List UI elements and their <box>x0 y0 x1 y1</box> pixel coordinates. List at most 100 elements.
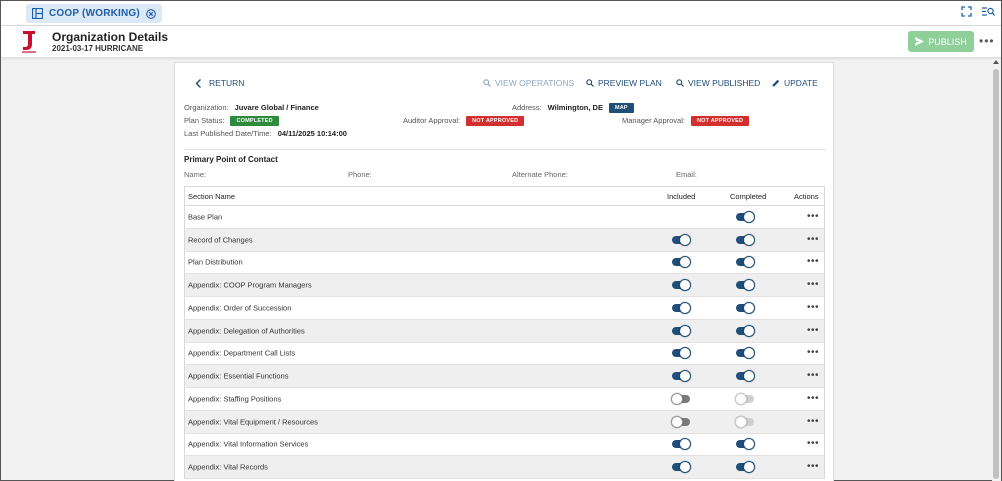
included-toggle[interactable] <box>671 301 691 314</box>
publish-button[interactable]: PUBLISH <box>908 31 974 52</box>
completed-toggle[interactable] <box>735 301 755 314</box>
address-label: Address: <box>512 103 542 112</box>
poc-alt-phone-label: Alternate Phone: <box>512 170 568 179</box>
row-more-icon[interactable]: ••• <box>807 438 820 450</box>
organization-label: Organization: <box>184 103 229 112</box>
row-more-icon[interactable]: ••• <box>807 392 820 404</box>
header-completed: Completed <box>730 191 767 201</box>
row-more-icon[interactable]: ••• <box>807 301 820 313</box>
completed-toggle <box>735 392 755 405</box>
included-toggle[interactable] <box>671 392 691 405</box>
top-bar: COOP (WORKING) <box>1 1 1001 26</box>
row-more-icon[interactable]: ••• <box>807 415 820 427</box>
section-name: Appendix: Delegation of Authorities <box>188 326 305 336</box>
manager-approval-label: Manager Approval: <box>622 116 685 125</box>
return-label: RETURN <box>209 78 245 88</box>
included-toggle[interactable] <box>671 347 691 360</box>
table-row: Base Plan ••• <box>185 206 824 229</box>
last-published-label: Last Published Date/Time: <box>184 129 272 138</box>
poc-title: Primary Point of Contact <box>184 155 278 164</box>
section-name: Appendix: Department Call Lists <box>188 348 296 358</box>
auditor-approval-badge: NOT APPROVED <box>466 116 525 127</box>
manager-approval-badge: NOT APPROVED <box>690 116 750 127</box>
section-name: Appendix: Vital Information Services <box>188 439 309 449</box>
auditor-approval-label: Auditor Approval: <box>403 116 461 125</box>
sections-table: Section Name Included Completed Actions … <box>184 186 825 479</box>
row-more-icon[interactable]: ••• <box>807 233 820 245</box>
pencil-icon <box>772 79 780 87</box>
view-published-label: VIEW PUBLISHED <box>688 78 761 88</box>
plan-status-info: Plan Status: COMPLETED <box>184 116 279 127</box>
table-body: Base Plan ••• Record of Changes ••• Plan Dis… <box>185 206 824 479</box>
table-row: Appendix: Essential Functions ••• <box>185 365 824 388</box>
completed-toggle[interactable] <box>735 461 755 474</box>
tab-label: COOP (WORKING) <box>49 8 140 19</box>
completed-toggle[interactable] <box>735 210 755 223</box>
table-row: Plan Distribution ••• <box>185 251 824 275</box>
action-bar: RETURN VIEW OPERATIONS PREVIEW PLAN VIEW… <box>175 78 833 92</box>
page-title: Organization Details <box>52 30 169 44</box>
completed-toggle[interactable] <box>735 279 755 292</box>
table-row: Appendix: Order of Succession ••• <box>185 297 824 320</box>
header-included: Included <box>667 191 696 201</box>
completed-toggle[interactable] <box>735 370 755 383</box>
view-published-button[interactable]: VIEW PUBLISHED <box>676 78 760 88</box>
address-value: Wilmington, DE <box>547 103 603 112</box>
update-label: UPDATE <box>784 78 818 88</box>
completed-toggle[interactable] <box>735 233 755 246</box>
search-icon <box>586 79 594 87</box>
close-circle-icon[interactable] <box>146 8 156 19</box>
last-published-info: Last Published Date/Time: 04/11/2025 10:1… <box>184 129 347 138</box>
row-more-icon[interactable]: ••• <box>807 324 820 336</box>
section-name: Appendix: Essential Functions <box>188 371 289 381</box>
row-more-icon[interactable]: ••• <box>807 279 820 291</box>
table-row: Appendix: Vital Equipment / Resources ••• <box>185 410 824 434</box>
included-toggle[interactable] <box>671 256 691 269</box>
included-toggle[interactable] <box>671 324 691 337</box>
view-operations-button[interactable]: VIEW OPERATIONS <box>483 78 574 88</box>
included-toggle[interactable] <box>671 438 691 451</box>
header-actions: Actions <box>794 191 819 201</box>
included-toggle[interactable] <box>671 279 691 292</box>
table-row: Appendix: COOP Program Managers ••• <box>185 274 824 297</box>
row-more-icon[interactable]: ••• <box>807 256 820 268</box>
table-row: Appendix: Staffing Positions ••• <box>185 388 824 411</box>
search-icon <box>483 79 491 87</box>
completed-toggle[interactable] <box>735 324 755 337</box>
included-toggle[interactable] <box>671 233 691 246</box>
table-row: Appendix: Delegation of Authorities ••• <box>185 319 824 343</box>
map-button[interactable]: MAP <box>608 103 634 114</box>
row-more-icon[interactable]: ••• <box>807 461 820 473</box>
page-subtitle: 2021-03-17 HURRICANE <box>52 44 144 53</box>
preview-plan-button[interactable]: PREVIEW PLAN <box>586 78 662 88</box>
scroll-up-arrow-icon[interactable] <box>993 60 999 64</box>
address-info: Address: Wilmington, DE MAP <box>512 103 634 114</box>
included-toggle[interactable] <box>671 370 691 383</box>
page-header: Organization Details 2021-03-17 HURRICAN… <box>1 26 1001 58</box>
update-button[interactable]: UPDATE <box>772 78 818 88</box>
row-more-icon[interactable]: ••• <box>807 370 820 382</box>
return-button[interactable]: RETURN <box>195 78 244 88</box>
more-options-icon[interactable]: ••• <box>979 34 995 48</box>
scrollbar-thumb[interactable] <box>993 69 999 479</box>
fullscreen-icon[interactable] <box>961 6 972 17</box>
completed-toggle[interactable] <box>735 438 755 451</box>
included-toggle[interactable] <box>671 415 691 428</box>
completed-toggle <box>735 415 755 428</box>
completed-toggle[interactable] <box>735 256 755 269</box>
row-more-icon[interactable]: ••• <box>807 347 820 359</box>
row-more-icon[interactable]: ••• <box>807 210 820 222</box>
completed-toggle[interactable] <box>735 347 755 360</box>
table-row: Record of Changes ••• <box>185 228 824 252</box>
publish-label: PUBLISH <box>928 36 967 47</box>
poc-email-label: Email: <box>676 170 697 179</box>
section-name: Record of Changes <box>188 235 253 245</box>
included-toggle[interactable] <box>671 461 691 474</box>
preview-plan-label: PREVIEW PLAN <box>598 78 662 88</box>
coop-working-tab[interactable]: COOP (WORKING) <box>26 4 162 23</box>
section-name: Appendix: Vital Equipment / Resources <box>188 417 318 427</box>
poc-name-label: Name: <box>184 170 207 179</box>
section-name: Plan Distribution <box>188 257 243 267</box>
table-row: Appendix: Vital Information Services ••• <box>185 433 824 457</box>
search-list-icon[interactable] <box>982 6 995 17</box>
